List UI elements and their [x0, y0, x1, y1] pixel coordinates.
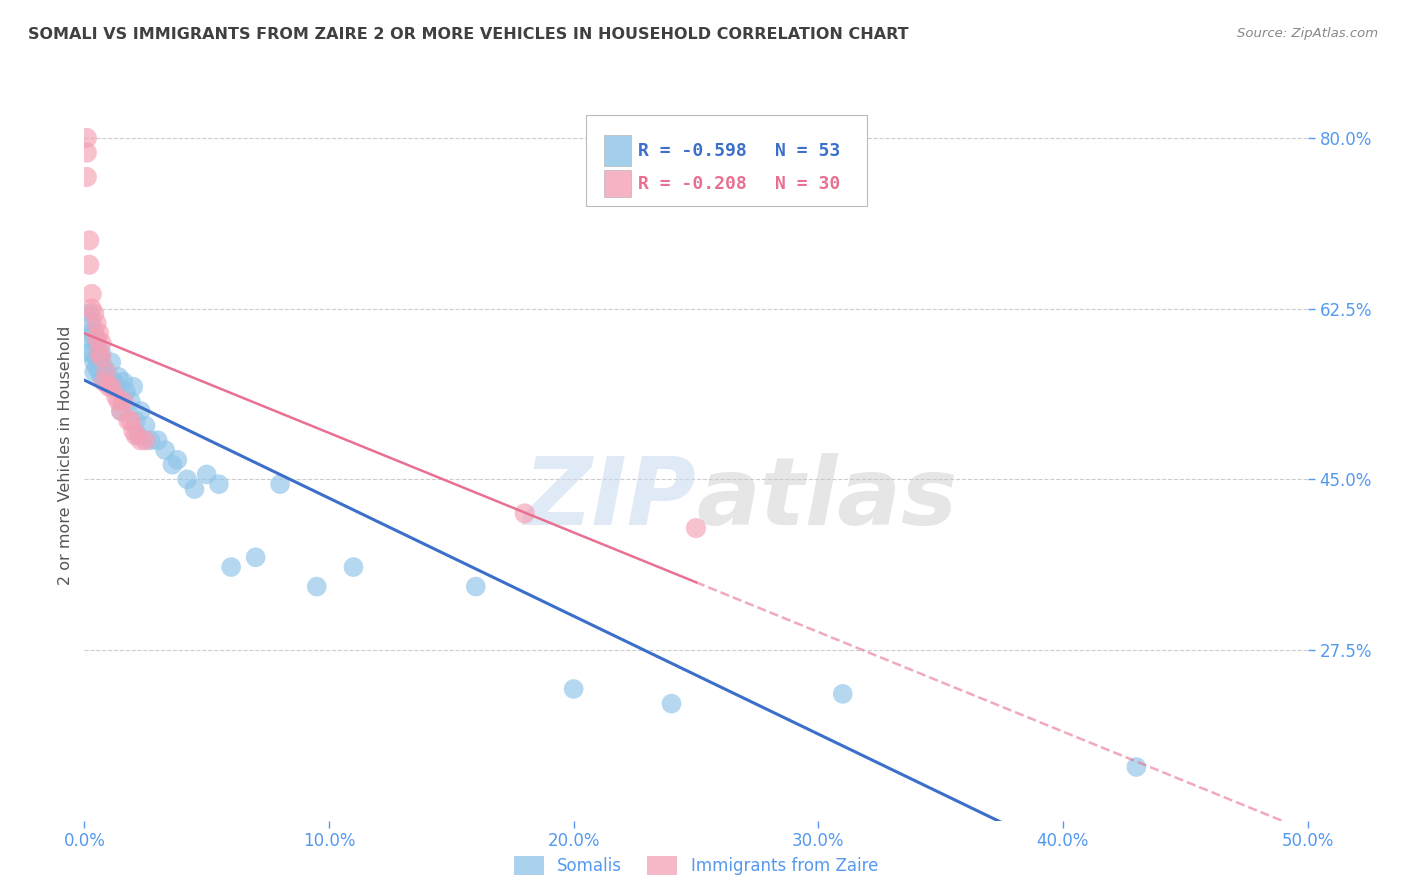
Text: SOMALI VS IMMIGRANTS FROM ZAIRE 2 OR MORE VEHICLES IN HOUSEHOLD CORRELATION CHAR: SOMALI VS IMMIGRANTS FROM ZAIRE 2 OR MOR…	[28, 27, 908, 42]
Point	[661, 697, 683, 711]
Point	[100, 379, 122, 393]
Point	[90, 335, 112, 350]
Point	[76, 345, 98, 359]
Point	[83, 365, 105, 379]
Point	[105, 389, 128, 403]
Text: N = 30: N = 30	[776, 175, 841, 193]
Point	[83, 326, 105, 340]
Point	[97, 379, 120, 393]
Legend: Somalis, Immigrants from Zaire: Somalis, Immigrants from Zaire	[508, 850, 884, 882]
Point	[93, 375, 115, 389]
Point	[115, 384, 138, 399]
Point	[120, 394, 142, 409]
Point	[166, 452, 188, 467]
Point	[76, 169, 98, 184]
Point	[513, 507, 536, 521]
Point	[127, 428, 149, 442]
Point	[219, 560, 242, 574]
Point	[107, 370, 129, 384]
Point	[86, 316, 108, 330]
Point	[831, 687, 853, 701]
Point	[76, 331, 98, 345]
Point	[83, 355, 105, 369]
Point	[135, 418, 157, 433]
Text: ZIP: ZIP	[523, 453, 696, 545]
Point	[125, 428, 148, 442]
Point	[1125, 760, 1147, 774]
Point	[93, 360, 115, 375]
Point	[87, 365, 110, 379]
Point	[162, 458, 184, 472]
Point	[139, 434, 162, 448]
Point	[77, 326, 100, 340]
Text: R = -0.598: R = -0.598	[638, 142, 747, 160]
Point	[176, 472, 198, 486]
Point	[103, 375, 125, 389]
Point	[153, 443, 176, 458]
Y-axis label: 2 or more Vehicles in Household: 2 or more Vehicles in Household	[58, 326, 73, 584]
Point	[122, 424, 145, 438]
Point	[107, 394, 129, 409]
Point	[685, 521, 707, 535]
Point	[342, 560, 364, 574]
Point	[129, 404, 152, 418]
Point	[80, 316, 103, 330]
Point	[125, 414, 148, 428]
Point	[110, 404, 132, 418]
Point	[305, 580, 328, 594]
Point	[120, 414, 142, 428]
Point	[90, 360, 112, 375]
Point	[86, 360, 108, 375]
Point	[129, 434, 152, 448]
Point	[80, 287, 103, 301]
Point	[105, 379, 128, 393]
Point	[117, 414, 139, 428]
Point	[183, 482, 205, 496]
Point	[269, 477, 291, 491]
Point	[80, 345, 103, 359]
Point	[110, 404, 132, 418]
Point	[562, 681, 585, 696]
Point	[97, 370, 120, 384]
Point	[93, 370, 115, 384]
Text: atlas: atlas	[696, 453, 957, 545]
Point	[83, 306, 105, 320]
Point	[87, 345, 110, 359]
Text: N = 53: N = 53	[776, 142, 841, 160]
Point	[100, 355, 122, 369]
Point	[86, 331, 108, 345]
Point	[87, 351, 110, 365]
Text: Source: ZipAtlas.com: Source: ZipAtlas.com	[1237, 27, 1378, 40]
Point	[77, 306, 100, 320]
Point	[122, 379, 145, 393]
Point	[245, 550, 267, 565]
Point	[86, 351, 108, 365]
Point	[80, 301, 103, 316]
Point	[76, 131, 98, 145]
Point	[195, 467, 218, 482]
Point	[77, 258, 100, 272]
FancyBboxPatch shape	[605, 136, 631, 166]
Point	[464, 580, 486, 594]
Point	[146, 434, 169, 448]
Point	[90, 370, 112, 384]
Point	[86, 335, 108, 350]
Point	[112, 394, 135, 409]
FancyBboxPatch shape	[605, 169, 631, 197]
Point	[77, 233, 100, 247]
Point	[87, 326, 110, 340]
Point	[208, 477, 231, 491]
Point	[96, 365, 118, 379]
Text: R = -0.208: R = -0.208	[638, 175, 747, 193]
Point	[76, 145, 98, 160]
Point	[112, 375, 135, 389]
FancyBboxPatch shape	[586, 115, 868, 206]
Point	[96, 375, 118, 389]
Point	[90, 345, 112, 359]
Point	[135, 434, 157, 448]
Point	[90, 351, 112, 365]
